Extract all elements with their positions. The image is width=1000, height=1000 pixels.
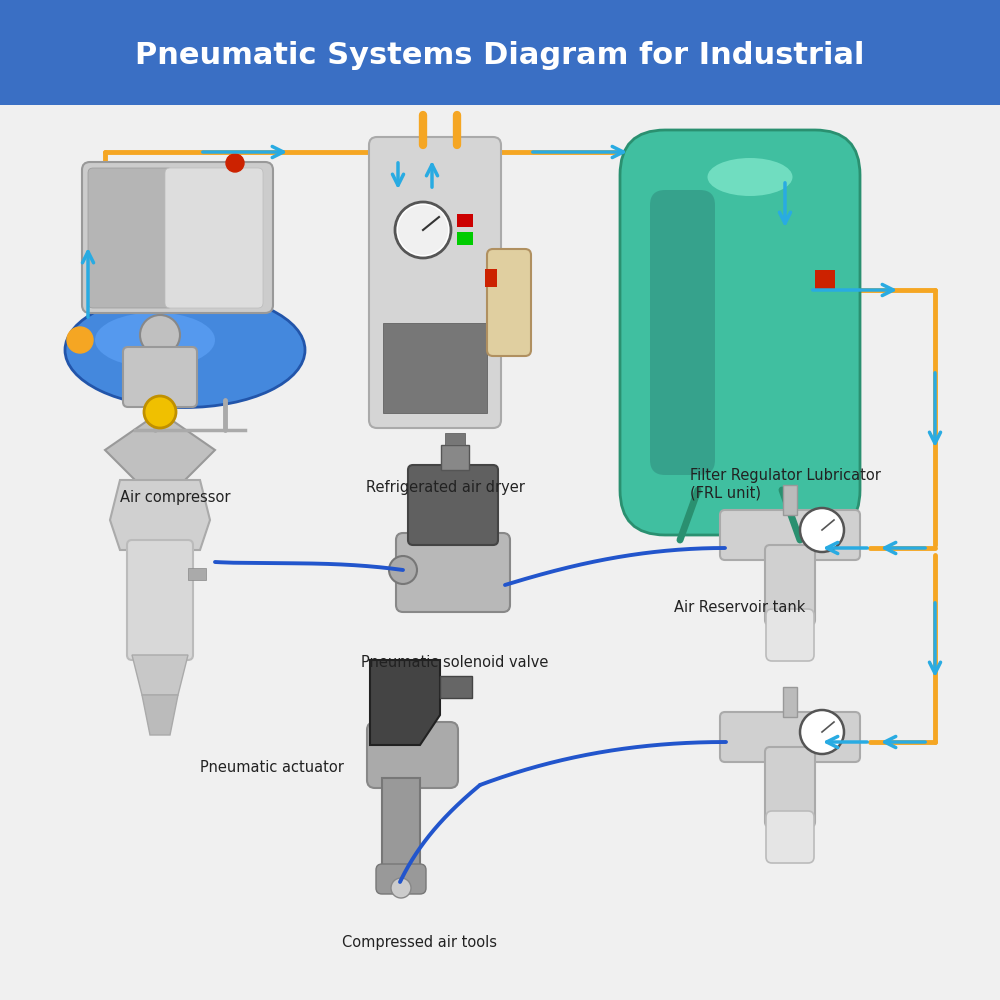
Polygon shape xyxy=(370,660,440,745)
FancyBboxPatch shape xyxy=(88,168,173,308)
FancyBboxPatch shape xyxy=(408,465,498,545)
FancyBboxPatch shape xyxy=(766,609,814,661)
FancyBboxPatch shape xyxy=(127,540,193,660)
FancyBboxPatch shape xyxy=(766,811,814,863)
Text: Refrigerated air dryer: Refrigerated air dryer xyxy=(366,480,524,495)
FancyBboxPatch shape xyxy=(765,545,815,625)
Circle shape xyxy=(395,202,451,258)
Polygon shape xyxy=(142,695,178,735)
Text: Pneumatic solenoid valve: Pneumatic solenoid valve xyxy=(361,655,549,670)
Circle shape xyxy=(800,710,844,754)
FancyBboxPatch shape xyxy=(765,747,815,827)
FancyBboxPatch shape xyxy=(376,864,426,894)
Text: Air compressor: Air compressor xyxy=(120,490,230,505)
Circle shape xyxy=(67,327,93,353)
Ellipse shape xyxy=(95,313,215,368)
Bar xyxy=(445,433,465,445)
FancyBboxPatch shape xyxy=(0,0,1000,105)
Polygon shape xyxy=(132,655,188,695)
FancyBboxPatch shape xyxy=(487,249,531,356)
Bar xyxy=(457,214,473,227)
Bar xyxy=(783,687,797,717)
Text: Air Reservoir tank: Air Reservoir tank xyxy=(674,600,806,615)
FancyBboxPatch shape xyxy=(383,323,487,413)
Text: Compressed air tools: Compressed air tools xyxy=(342,935,498,950)
FancyBboxPatch shape xyxy=(720,510,860,560)
FancyBboxPatch shape xyxy=(650,190,715,475)
Circle shape xyxy=(144,396,176,428)
Bar xyxy=(441,445,469,470)
Polygon shape xyxy=(105,412,215,485)
Bar xyxy=(815,270,835,290)
Circle shape xyxy=(226,154,244,172)
Circle shape xyxy=(391,878,411,898)
FancyBboxPatch shape xyxy=(123,347,197,407)
Ellipse shape xyxy=(708,158,792,196)
Polygon shape xyxy=(382,778,420,885)
FancyBboxPatch shape xyxy=(620,130,860,535)
FancyBboxPatch shape xyxy=(165,168,263,308)
Bar xyxy=(188,568,206,580)
Bar xyxy=(485,269,497,287)
FancyBboxPatch shape xyxy=(396,533,510,612)
Bar xyxy=(457,232,473,245)
Text: Pneumatic actuator: Pneumatic actuator xyxy=(200,760,344,775)
FancyBboxPatch shape xyxy=(367,722,458,788)
Text: Filter Regulator Lubricator
(FRL unit): Filter Regulator Lubricator (FRL unit) xyxy=(690,468,881,500)
Bar xyxy=(783,485,797,515)
FancyBboxPatch shape xyxy=(369,137,501,428)
Circle shape xyxy=(800,508,844,552)
Bar xyxy=(440,676,472,698)
Ellipse shape xyxy=(65,293,305,408)
Circle shape xyxy=(140,315,180,355)
Circle shape xyxy=(398,205,448,255)
FancyBboxPatch shape xyxy=(82,162,273,313)
Circle shape xyxy=(389,556,417,584)
Text: Pneumatic Systems Diagram for Industrial: Pneumatic Systems Diagram for Industrial xyxy=(135,40,865,70)
FancyBboxPatch shape xyxy=(720,712,860,762)
Polygon shape xyxy=(110,480,210,550)
